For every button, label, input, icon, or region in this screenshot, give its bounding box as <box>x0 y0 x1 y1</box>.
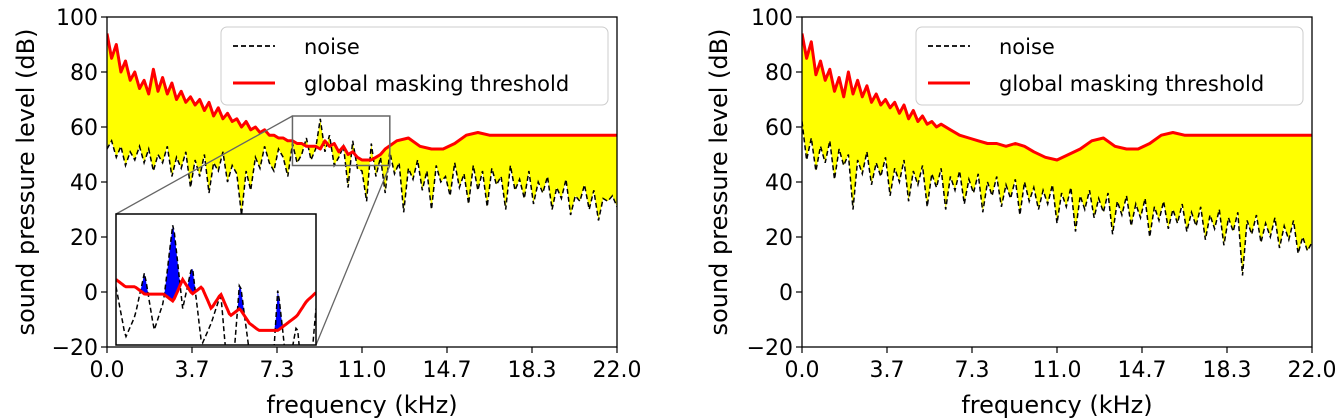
left-y-tick-label: 60 <box>70 116 98 141</box>
right-x-ticks: 0.0 3.7 7.3 11.0 14.7 18.3 22.0 <box>785 347 1337 383</box>
left-fill-between <box>107 33 617 221</box>
right-y-tick-label: 0 <box>779 281 793 306</box>
inset-connector-line <box>315 165 391 346</box>
inset-connector-line <box>115 115 293 215</box>
left-y-tick-label: 40 <box>70 171 98 196</box>
right-legend: noise global masking threshold <box>915 26 1304 106</box>
inset-series-lines <box>116 225 316 345</box>
left-x-tick-label: 11.0 <box>338 358 387 383</box>
inset-frame <box>115 213 317 346</box>
right-x-axis-label: frequency (kHz) <box>961 391 1152 418</box>
right-y-tick-label: 20 <box>765 226 793 251</box>
right-series-lines <box>802 33 1312 276</box>
right-x-tick-label: 3.7 <box>870 358 905 383</box>
right-x-tick-label: 14.7 <box>1118 358 1167 383</box>
left-x-tick-label: 7.3 <box>260 358 295 383</box>
left-legend-noise-label: noise <box>304 35 360 59</box>
left-y-tick-label: 80 <box>70 61 98 86</box>
left-legend: noise global masking threshold <box>220 26 609 106</box>
left-y-tick-label: 20 <box>70 226 98 251</box>
left-y-tick-label: 100 <box>56 6 98 31</box>
right-y-axis-label: sound pressure level (dB) <box>705 29 733 336</box>
right-y-tick-label: 40 <box>765 171 793 196</box>
right-legend-box <box>915 26 1304 106</box>
right-x-tick-label: 22.0 <box>1288 358 1337 383</box>
right-legend-noise-label: noise <box>999 35 1055 59</box>
right-chart: 0.0 3.7 7.3 11.0 14.7 18.3 22.0 −20 0 20 40 60 80 10… <box>705 6 1336 418</box>
left-legend-threshold-label: global masking threshold <box>304 72 569 96</box>
left-x-tick-label: 3.7 <box>175 358 210 383</box>
right-x-tick-label: 0.0 <box>785 358 820 383</box>
left-x-tick-label: 0.0 <box>90 358 125 383</box>
right-threshold-line <box>802 33 1312 162</box>
right-x-tick-label: 7.3 <box>955 358 990 383</box>
right-y-tick-label: 100 <box>751 6 793 31</box>
inset-threshold-line <box>116 276 316 332</box>
inset-background <box>116 214 316 345</box>
right-x-tick-label: 11.0 <box>1033 358 1082 383</box>
left-x-tick-label: 22.0 <box>593 358 642 383</box>
left-y-axis-label: sound pressure level (dB) <box>12 29 40 336</box>
right-y-tick-label: −20 <box>747 336 793 361</box>
right-y-tick-label: 60 <box>765 116 793 141</box>
right-x-tick-label: 18.3 <box>1203 358 1252 383</box>
right-y-tick-label: 80 <box>765 61 793 86</box>
right-legend-threshold-label: global masking threshold <box>999 72 1264 96</box>
left-x-tick-label: 14.7 <box>423 358 472 383</box>
left-chart: 0.0 3.7 7.3 11.0 14.7 18.3 22.0 −20 0 20 40 60 80 10… <box>12 6 641 418</box>
left-legend-box <box>220 26 609 106</box>
zoom-inset <box>115 115 391 346</box>
left-x-axis-label: frequency (kHz) <box>266 391 457 418</box>
left-x-ticks: 0.0 3.7 7.3 11.0 14.7 18.3 22.0 <box>90 347 642 383</box>
left-y-tick-label: 0 <box>84 281 98 306</box>
right-y-ticks: −20 0 20 40 60 80 100 <box>747 6 802 361</box>
left-y-ticks: −20 0 20 40 60 80 100 <box>52 6 107 361</box>
left-y-tick-label: −20 <box>52 336 98 361</box>
left-noise-line <box>107 118 617 221</box>
left-fill-area <box>107 33 617 221</box>
inset-source-box <box>291 115 391 167</box>
left-x-tick-label: 18.3 <box>508 358 557 383</box>
inset-noise-line <box>116 225 316 345</box>
